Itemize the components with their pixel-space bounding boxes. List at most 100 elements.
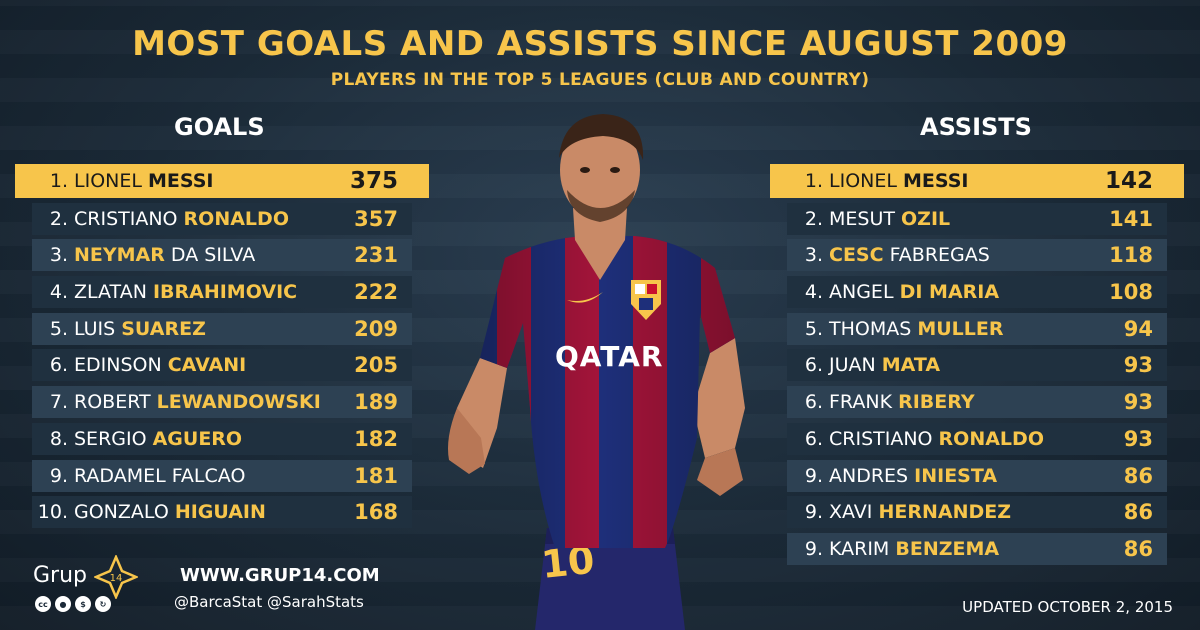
first-name: ANDRES	[829, 464, 915, 487]
player-name: ROBERT LEWANDOWSKI	[74, 391, 342, 413]
assists-value: 142	[1104, 168, 1153, 194]
assists-value: 94	[1123, 316, 1153, 341]
brand-logo-icon	[567, 292, 603, 303]
first-name: JUAN	[829, 354, 882, 377]
goals-row: 9. RADAMEL FALCAO 181	[32, 459, 412, 492]
last-name: DI MARIA	[899, 281, 1000, 304]
grup14-logo-icon: 14	[94, 555, 138, 599]
last-name: FALCAO	[171, 464, 246, 487]
assists-value: 93	[1123, 353, 1153, 378]
last-name: MESSI	[148, 170, 214, 192]
rank: 1.	[804, 170, 823, 192]
player-name: GONZALO HIGUAIN	[74, 501, 342, 523]
rank: 7.	[49, 391, 68, 414]
rank: 2.	[49, 207, 68, 230]
rank: 6.	[804, 354, 823, 377]
rank: 4.	[804, 281, 823, 304]
last-name: RONALDO	[938, 427, 1044, 450]
rank: 8.	[49, 427, 68, 450]
rank: 6.	[804, 391, 823, 414]
assists-row: 6. CRISTIANO RONALDO 93	[787, 422, 1167, 455]
goals-table: 1. LIONEL MESSI 375 2. CRISTIANO RONALDO…	[15, 164, 429, 533]
neck	[573, 208, 627, 280]
rank: 3.	[804, 244, 823, 267]
page-title: MOST GOALS AND ASSISTS SINCE AUGUST 2009	[132, 24, 1068, 64]
last-name: DA SILVA	[164, 244, 256, 267]
assists-heading: ASSISTS	[920, 113, 1032, 141]
rank: 9.	[804, 464, 823, 487]
goals-value: 168	[354, 500, 398, 525]
svg-text:14: 14	[110, 573, 123, 584]
first-name: GONZALO	[74, 501, 175, 524]
first-name: CESC	[829, 244, 884, 267]
assists-row: 9. ANDRES INIESTA 86	[787, 459, 1167, 492]
goals-value: 231	[354, 243, 398, 268]
first-name: KARIM	[829, 537, 896, 560]
goals-row: 3. NEYMAR DA SILVA 231	[32, 239, 412, 272]
player-name: LIONEL MESSI	[74, 170, 342, 192]
social-handles: @BarcaStat @SarahStats	[174, 593, 364, 611]
rank: 6.	[49, 354, 68, 377]
first-name: LIONEL	[74, 170, 148, 192]
player-name: LUIS SUAREZ	[74, 318, 342, 340]
player-name: ZLATAN IBRAHIMOVIC	[74, 281, 342, 303]
last-name: BENZEMA	[895, 537, 1000, 560]
rank: 5.	[804, 317, 823, 340]
assists-value: 86	[1123, 536, 1153, 561]
first-name: FRANK	[829, 391, 899, 414]
last-name: OZIL	[901, 207, 951, 230]
first-name: LIONEL	[829, 170, 903, 192]
rank: 1.	[49, 170, 68, 192]
last-name: LEWANDOWSKI	[156, 391, 321, 414]
goals-value: 222	[354, 280, 398, 305]
assists-value: 86	[1123, 463, 1153, 488]
last-name: CAVANI	[167, 354, 247, 377]
assists-row: 9. XAVI HERNANDEZ 86	[787, 496, 1167, 529]
license-icons: cc ● $ ↻	[35, 596, 111, 612]
goals-value: 375	[349, 168, 398, 194]
assists-row: 6. FRANK RIBERY 93	[787, 386, 1167, 419]
goals-row: 2. CRISTIANO RONALDO 357	[32, 202, 412, 235]
by-icon: ●	[55, 596, 71, 612]
rank: 5.	[49, 317, 68, 340]
assists-value: 93	[1123, 390, 1153, 415]
goals-value: 209	[354, 316, 398, 341]
first-name: RADAMEL	[74, 464, 172, 487]
player-name: ANGEL DI MARIA	[829, 281, 1097, 303]
goals-row: 7. ROBERT LEWANDOWSKI 189	[32, 386, 412, 419]
jersey-sponsor: QATAR	[555, 340, 663, 373]
first-name: ANGEL	[829, 281, 900, 304]
rank: 9.	[804, 537, 823, 560]
player-name: THOMAS MULLER	[829, 318, 1097, 340]
page-subtitle: PLAYERS IN THE TOP 5 LEAGUES (CLUB AND C…	[330, 70, 870, 90]
assists-value: 108	[1109, 280, 1153, 305]
goals-row: 1. LIONEL MESSI 375	[15, 164, 429, 198]
goals-value: 189	[354, 390, 398, 415]
first-name: EDINSON	[74, 354, 168, 377]
first-name: XAVI	[829, 501, 879, 524]
last-name: IBRAHIMOVIC	[152, 281, 298, 304]
first-name: THOMAS	[829, 317, 918, 340]
player-name: RADAMEL FALCAO	[74, 465, 342, 487]
last-name: HIGUAIN	[174, 501, 266, 524]
goals-row: 10. GONZALO HIGUAIN 168	[32, 496, 412, 529]
goals-value: 182	[354, 426, 398, 451]
first-name: MESUT	[829, 207, 902, 230]
assists-value: 118	[1109, 243, 1153, 268]
assists-row: 9. KARIM BENZEMA 86	[787, 532, 1167, 565]
website-link[interactable]: WWW.GRUP14.COM	[180, 565, 380, 586]
first-name: CRISTIANO	[74, 207, 184, 230]
player-photo: 10 QATAR	[448, 114, 745, 630]
player-name: CESC FABREGAS	[829, 244, 1097, 266]
last-name: HERNANDEZ	[878, 501, 1011, 524]
player-head	[559, 114, 644, 222]
goals-row: 8. SERGIO AGUERO 182	[32, 422, 412, 455]
player-name: MESUT OZIL	[829, 208, 1097, 230]
player-name: JUAN MATA	[829, 354, 1097, 376]
last-name: FABREGAS	[883, 244, 990, 267]
goals-value: 357	[354, 206, 398, 231]
assists-row: 5. THOMAS MULLER 94	[787, 312, 1167, 345]
goals-row: 4. ZLATAN IBRAHIMOVIC 222	[32, 276, 412, 309]
last-name: RONALDO	[183, 207, 289, 230]
last-name: SUAREZ	[121, 317, 206, 340]
